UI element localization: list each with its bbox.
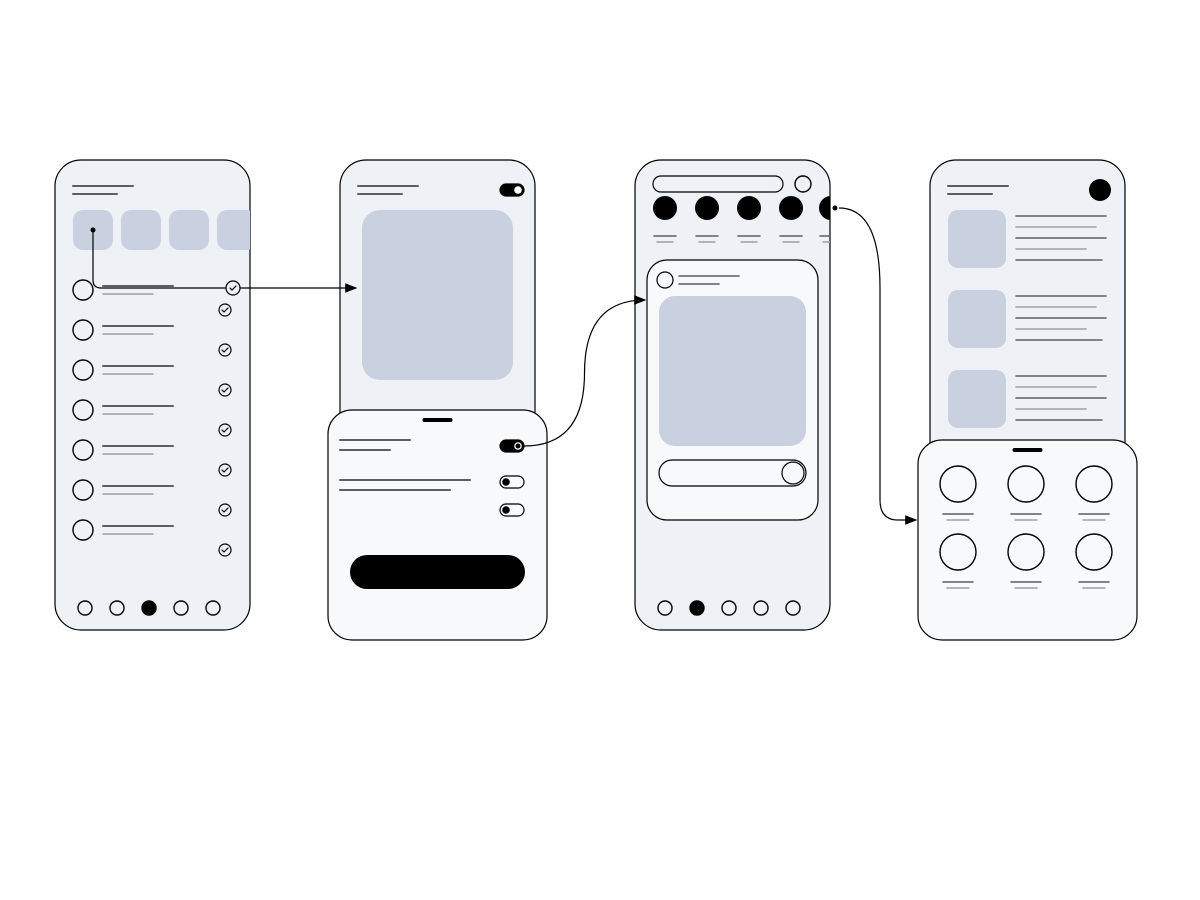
- flow-connector: [839, 208, 916, 520]
- cta-button[interactable]: [350, 555, 525, 589]
- profile-avatar[interactable]: [1089, 179, 1111, 201]
- hero-image: [362, 210, 513, 380]
- category-tile[interactable]: [121, 210, 161, 250]
- connector-node: [226, 281, 240, 295]
- wireframe-flow: [0, 0, 1200, 900]
- toggle-knob: [502, 506, 510, 514]
- post-image: [659, 296, 806, 446]
- article-thumb: [948, 290, 1006, 348]
- article-thumb: [948, 210, 1006, 268]
- story-avatar[interactable]: [737, 196, 761, 220]
- bottom-sheet: [328, 410, 547, 640]
- toggle-knob: [502, 478, 510, 486]
- story-avatar[interactable]: [695, 196, 719, 220]
- connector-start-dot: [516, 444, 521, 449]
- story-avatar[interactable]: [653, 196, 677, 220]
- story-avatar[interactable]: [779, 196, 803, 220]
- article-thumb: [948, 370, 1006, 428]
- category-tile[interactable]: [217, 210, 257, 250]
- pager-dot[interactable]: [142, 601, 156, 615]
- category-tile[interactable]: [169, 210, 209, 250]
- pager-dot[interactable]: [690, 601, 704, 615]
- toggle-knob: [514, 186, 522, 194]
- share-sheet: [918, 440, 1137, 640]
- connector-start-dot: [833, 206, 838, 211]
